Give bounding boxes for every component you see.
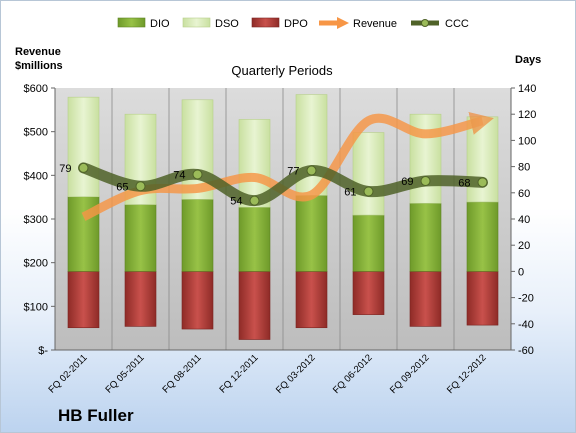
bar-dio [466, 201, 499, 272]
bar-dio [238, 206, 271, 272]
left-axis-tick-label: $600 [24, 83, 48, 95]
ccc-data-label: 61 [344, 186, 356, 198]
ccc-data-label: 77 [287, 166, 299, 178]
legend-label: DPO [284, 18, 308, 30]
right-axis-tick-label: 0 [518, 266, 524, 278]
ccc-data-label: 68 [458, 177, 470, 189]
legend-arrow-icon [337, 17, 349, 29]
left-axis-tick-label: $400 [24, 170, 48, 182]
ccc-marker [135, 181, 146, 192]
legend-swatch-dso [182, 17, 211, 28]
right-axis-tick-label: 80 [518, 162, 530, 174]
bar-dio [295, 195, 328, 272]
bar-dso [466, 116, 499, 203]
ccc-marker [78, 162, 89, 173]
x-axis-tick-label: FQ 02-2011 [46, 352, 89, 395]
left-axis-title: Revenue $millions [15, 45, 63, 73]
left-axis-title-line2: $millions [15, 60, 63, 72]
x-axis-tick-label: FQ 05-2011 [103, 352, 146, 395]
line-layer: 79 65 74 54 77 61 69 68 [59, 111, 494, 221]
right-axis-tick-label: 140 [518, 83, 536, 95]
right-axis-tick-label: 60 [518, 188, 530, 200]
right-axis-tick-label: -60 [518, 345, 534, 357]
right-axis-tick-label: 40 [518, 214, 530, 226]
ccc-data-label: 74 [173, 169, 185, 181]
bar-dpo [181, 271, 214, 330]
right-axis-tick-label: 120 [518, 109, 536, 121]
ccc-data-label: 54 [230, 196, 242, 208]
x-axis-tick-label: FQ 06-2012 [331, 352, 375, 396]
ccc-marker [477, 177, 488, 188]
ccc-data-label: 65 [116, 181, 128, 193]
bar-layer [67, 94, 499, 340]
left-axis-tick-label: $500 [24, 127, 48, 139]
x-axis-tick-label: FQ 03-2012 [274, 352, 318, 396]
legend: DIO DSO DPO Revenue CCC [117, 17, 469, 30]
left-axis-tick-label: $- [38, 345, 48, 357]
left-axis-tick-label: $300 [24, 214, 48, 226]
bar-dpo [124, 271, 157, 327]
bar-dpo [238, 271, 271, 340]
legend-label: CCC [445, 18, 469, 30]
ccc-marker [249, 195, 260, 206]
bar-dio [124, 204, 157, 272]
bar-dio [181, 199, 214, 272]
ccc-marker [306, 165, 317, 176]
ccc-marker [363, 186, 374, 197]
legend-label: DIO [150, 18, 170, 30]
ccc-line [78, 162, 488, 207]
legend-label: Revenue [353, 18, 397, 30]
bar-dpo [409, 271, 442, 327]
x-axis-tick-label: FQ 12-2011 [217, 352, 260, 395]
bar-dso [352, 132, 385, 216]
left-axis-tick-label: $200 [24, 258, 48, 270]
bar-dpo [67, 271, 100, 329]
bar-dpo [466, 271, 499, 326]
legend-swatch-dpo [251, 17, 280, 28]
x-axis-tick-label: FQ 12-2012 [445, 352, 489, 396]
x-axis-tick-label: FQ 08-2011 [160, 352, 203, 395]
right-axis-tick-label: -40 [518, 319, 534, 331]
bar-dpo [352, 271, 385, 315]
left-axis-tick-label: $100 [24, 301, 48, 313]
legend-swatch-dio [117, 17, 146, 28]
bar-dio [409, 202, 442, 272]
right-axis-tick-label: 100 [518, 135, 536, 147]
company-name: HB Fuller [58, 406, 134, 425]
right-axis-tick-label: -20 [518, 293, 534, 305]
right-axis-title: Days [515, 54, 542, 66]
legend-marker-icon [421, 19, 429, 27]
bar-dpo [295, 271, 328, 329]
bar-dio [352, 214, 385, 272]
x-axis-tick-label: FQ 09-2012 [388, 352, 432, 396]
right-axis-tick-label: 20 [518, 240, 530, 252]
bar-dso [67, 96, 100, 198]
legend-label: DSO [215, 18, 239, 30]
ccc-data-label: 69 [401, 176, 413, 188]
ccc-data-label: 79 [59, 163, 71, 175]
ccc-marker [420, 176, 431, 187]
ccc-marker [192, 169, 203, 180]
left-axis-title-line1: Revenue [15, 46, 61, 58]
chart-title: Quarterly Periods [231, 63, 333, 78]
